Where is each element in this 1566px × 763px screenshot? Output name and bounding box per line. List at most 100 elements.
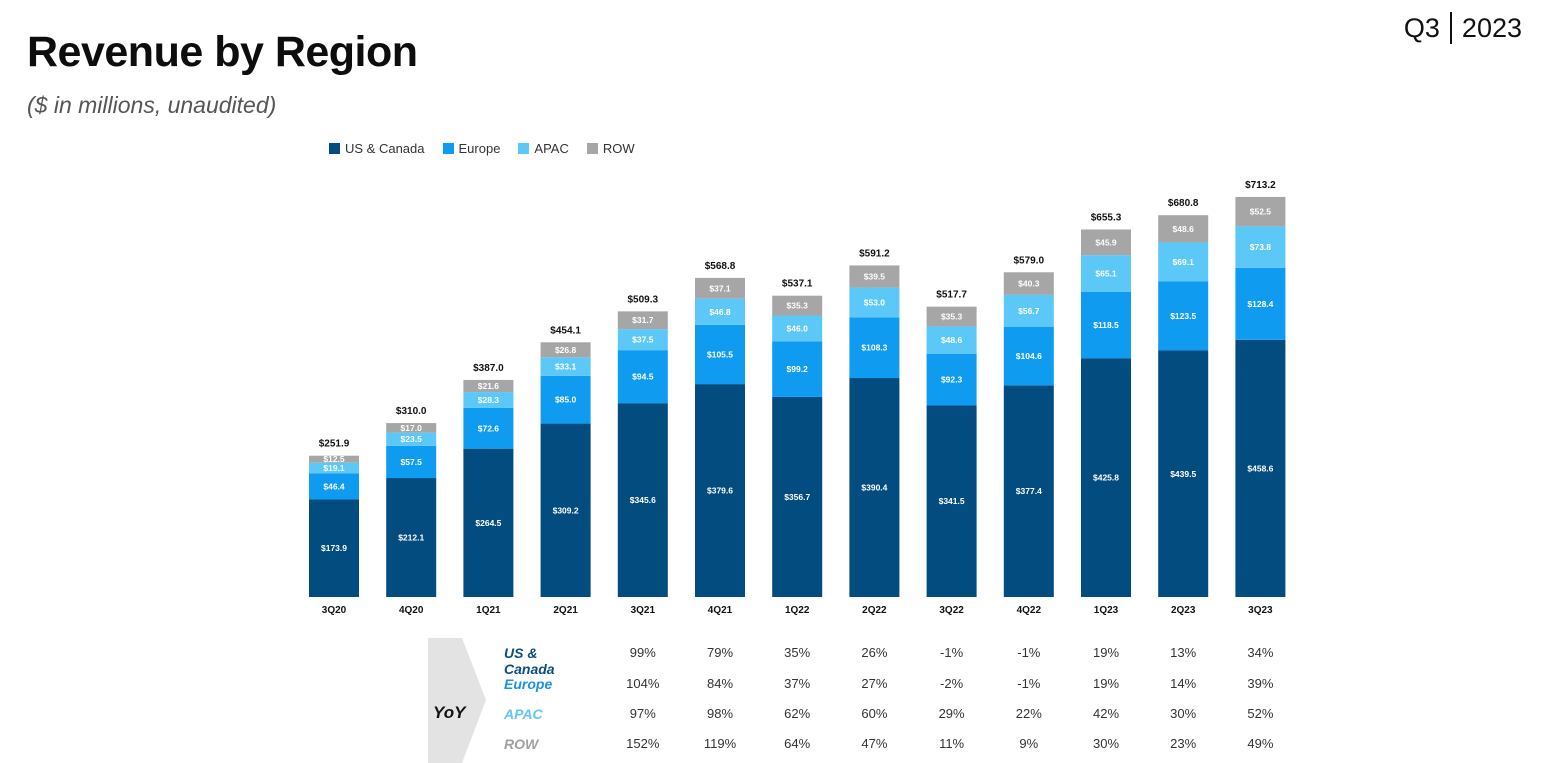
bar-value-label: $92.3 [941, 375, 963, 385]
bar-segment-europe [617, 350, 668, 404]
bar-segment-apac [386, 432, 437, 446]
yoy-cell: 30% [1170, 706, 1197, 721]
yoy-cell: 35% [784, 645, 811, 660]
yoy-cell: -1% [1017, 676, 1041, 691]
quarter-badge: Q3 2023 [1404, 12, 1522, 44]
bar-segment-apac [463, 392, 514, 408]
x-tick-label: 1Q22 [785, 605, 810, 616]
bar-segment-us-canada [926, 405, 977, 597]
bar-segment-row [1158, 215, 1209, 243]
bar-value-label: $345.6 [630, 495, 656, 505]
bar-value-label: $26.8 [555, 345, 577, 355]
bar-value-label: $264.5 [475, 518, 501, 528]
x-tick-label: 2Q21 [553, 605, 578, 616]
bar-segment-row [540, 342, 591, 358]
bar-segment-apac [1158, 242, 1209, 282]
bar-value-label: $37.5 [632, 335, 654, 345]
bar-value-label: $212.1 [398, 533, 424, 543]
yoy-cell: 42% [1092, 706, 1120, 721]
bar-value-label: $31.7 [632, 315, 654, 325]
yoy-arrow-shape [428, 638, 486, 763]
bar-segment-apac [617, 329, 668, 351]
bar-value-label: $35.3 [787, 301, 809, 311]
bar-value-label: $65.1 [1095, 268, 1117, 278]
bar-segment-apac [772, 315, 823, 342]
bar-value-label: $377.4 [1016, 486, 1042, 496]
bar-segment-europe [695, 324, 745, 385]
yoy-cell: 47% [861, 736, 888, 751]
bar-value-label: $17.0 [401, 423, 423, 433]
bar-value-label: $33.1 [555, 362, 577, 372]
bar-segment-apac [695, 298, 745, 325]
x-tick-label: 4Q20 [399, 605, 424, 616]
bar-value-label: $379.6 [707, 486, 733, 496]
bar-segment-us-canada [463, 448, 514, 597]
yoy-cell: 84% [706, 676, 734, 691]
bar-segment-apac [1003, 294, 1054, 327]
bar-total-label: $568.8 [705, 261, 736, 272]
bar-total-label: $251.9 [319, 439, 350, 450]
bar-value-label: $458.6 [1247, 463, 1273, 473]
yoy-cell: 52% [1247, 706, 1274, 721]
yoy-cell: 9% [1019, 736, 1039, 751]
legend-swatch-us-canada [329, 143, 340, 154]
yoy-cell: 37% [784, 676, 811, 691]
year-label: 2023 [1461, 12, 1522, 43]
bar-value-label: $56.7 [1018, 306, 1040, 316]
bar-total-label: $680.8 [1168, 198, 1199, 209]
yoy-cell: 49% [1247, 736, 1274, 751]
yoy-cell: 64% [784, 736, 811, 751]
bar-segment-us-canada [849, 378, 900, 597]
revenue-bar-chart: $173.9 $46.4 $19.1$12.5 $251.9 3Q20 $212.1 $57… [309, 180, 1286, 616]
yoy-cell: 34% [1247, 645, 1274, 660]
bar-segment-europe [1235, 267, 1286, 340]
bar-value-label: $46.0 [787, 323, 809, 333]
yoy-cell: 98% [706, 706, 734, 721]
yoy-cell: 13% [1170, 645, 1197, 660]
bar-value-label: $173.9 [321, 543, 347, 553]
legend-item-row: ROW [586, 141, 635, 156]
yoy-row-label-us-canada: US & Canada [504, 645, 555, 677]
bar-segment-europe [1081, 291, 1131, 359]
bar-value-label: $104.6 [1016, 351, 1042, 361]
bar-segment-apac [1081, 255, 1131, 292]
bar-segment-europe [540, 375, 591, 424]
bar-value-label: $46.4 [323, 481, 345, 491]
bar-segment-row [309, 455, 359, 463]
bar-value-label: $356.7 [784, 492, 810, 502]
bar-total-label: $310.0 [396, 406, 427, 417]
bar-total-label: $537.1 [782, 279, 813, 290]
yoy-cell: 152% [626, 736, 660, 751]
legend-item-us-canada: US & Canada [329, 141, 425, 156]
bar-value-label: $23.5 [401, 434, 423, 444]
bar-total-label: $509.3 [628, 294, 659, 305]
yoy-cell: 19% [1092, 676, 1120, 691]
bar-value-label: $108.3 [861, 343, 887, 353]
bar-segment-apac [309, 462, 359, 474]
bar-segment-europe [309, 473, 359, 500]
yoy-cell: 26% [861, 645, 888, 660]
bar-segment-us-canada [540, 423, 591, 597]
yoy-cell: 29% [938, 706, 965, 721]
bar-value-label: $45.9 [1095, 237, 1117, 247]
yoy-row-label-apac: APAC [504, 706, 543, 722]
bar-value-label: $40.3 [1018, 279, 1040, 289]
legend-swatch-europe [442, 143, 454, 154]
bar-value-label: $94.5 [632, 372, 654, 382]
bar-value-label: $57.5 [401, 457, 423, 467]
quarter-label: Q3 [1403, 12, 1440, 43]
yoy-cell: 119% [703, 736, 737, 751]
bar-value-label: $28.3 [478, 395, 500, 405]
bar-segment-europe [1003, 326, 1054, 386]
bar-value-label: $99.2 [787, 364, 809, 374]
bar-value-label: $85.0 [555, 395, 577, 405]
bar-segment-europe [386, 445, 437, 479]
legend-label-apac: APAC [534, 141, 569, 156]
bar-segment-row [386, 423, 437, 433]
x-tick-label: 2Q23 [1171, 605, 1196, 616]
bar-value-label: $39.5 [864, 272, 886, 282]
bar-value-label: $53.0 [864, 297, 886, 307]
bar-segment-row [1235, 196, 1286, 227]
bar-total-label: $454.1 [550, 325, 581, 336]
yoy-cell: 97% [629, 706, 656, 721]
